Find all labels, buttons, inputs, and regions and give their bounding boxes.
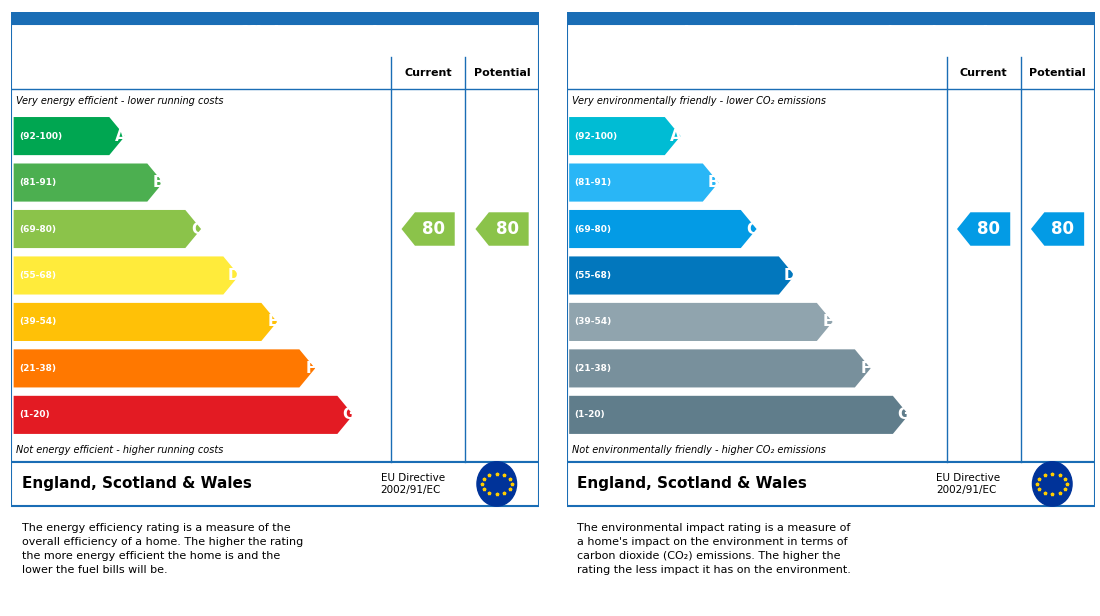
Text: Not environmentally friendly - higher CO₂ emissions: Not environmentally friendly - higher CO… bbox=[572, 445, 826, 455]
Text: Very energy efficient - lower running costs: Very energy efficient - lower running co… bbox=[16, 96, 223, 106]
Text: England, Scotland & Wales: England, Scotland & Wales bbox=[578, 476, 807, 492]
Text: E: E bbox=[823, 314, 833, 330]
Bar bbox=[11, 462, 539, 506]
Text: (39-54): (39-54) bbox=[19, 317, 56, 326]
Text: Environmental Impact (CO₂) Rating: Environmental Impact (CO₂) Rating bbox=[646, 25, 1015, 44]
Polygon shape bbox=[402, 213, 454, 246]
Text: (55-68): (55-68) bbox=[19, 271, 56, 280]
Polygon shape bbox=[569, 256, 794, 294]
Text: (1-20): (1-20) bbox=[19, 410, 50, 419]
Text: F: F bbox=[860, 361, 871, 376]
Circle shape bbox=[477, 462, 517, 506]
Text: Potential: Potential bbox=[1030, 68, 1086, 78]
Polygon shape bbox=[569, 163, 718, 201]
FancyBboxPatch shape bbox=[11, 12, 539, 57]
Text: 80: 80 bbox=[1052, 220, 1075, 238]
Text: A: A bbox=[114, 129, 126, 144]
Polygon shape bbox=[13, 349, 315, 387]
Polygon shape bbox=[13, 256, 239, 294]
Text: 80: 80 bbox=[496, 220, 519, 238]
Text: The environmental impact rating is a measure of
a home's impact on the environme: The environmental impact rating is a mea… bbox=[578, 523, 851, 575]
Text: Potential: Potential bbox=[474, 68, 530, 78]
Text: (92-100): (92-100) bbox=[19, 132, 62, 140]
Text: G: G bbox=[342, 407, 354, 423]
Polygon shape bbox=[569, 349, 870, 387]
Polygon shape bbox=[13, 303, 277, 341]
Bar bbox=[566, 462, 1094, 506]
Text: (69-80): (69-80) bbox=[19, 224, 56, 233]
Text: EU Directive
2002/91/EC: EU Directive 2002/91/EC bbox=[381, 473, 444, 495]
Text: 80: 80 bbox=[422, 220, 444, 238]
Polygon shape bbox=[475, 213, 529, 246]
Text: (81-91): (81-91) bbox=[574, 178, 612, 187]
Text: A: A bbox=[670, 129, 682, 144]
Text: B: B bbox=[153, 175, 164, 190]
Text: EU Directive
2002/91/EC: EU Directive 2002/91/EC bbox=[936, 473, 1000, 495]
Polygon shape bbox=[13, 396, 353, 434]
Text: (1-20): (1-20) bbox=[574, 410, 605, 419]
Text: C: C bbox=[746, 222, 758, 237]
Text: B: B bbox=[708, 175, 719, 190]
Text: (69-80): (69-80) bbox=[574, 224, 612, 233]
FancyBboxPatch shape bbox=[566, 12, 1094, 57]
Circle shape bbox=[1033, 462, 1072, 506]
Text: (39-54): (39-54) bbox=[574, 317, 612, 326]
Polygon shape bbox=[13, 163, 163, 201]
Bar bbox=[11, 24, 539, 462]
Polygon shape bbox=[569, 210, 757, 248]
Text: Current: Current bbox=[405, 68, 452, 78]
Text: (21-38): (21-38) bbox=[19, 364, 56, 373]
Text: Current: Current bbox=[960, 68, 1008, 78]
Polygon shape bbox=[569, 117, 681, 155]
Text: C: C bbox=[190, 222, 202, 237]
Polygon shape bbox=[569, 303, 833, 341]
Polygon shape bbox=[13, 117, 125, 155]
Text: Energy Efficiency Rating: Energy Efficiency Rating bbox=[145, 25, 405, 44]
Text: G: G bbox=[898, 407, 910, 423]
Text: Not energy efficient - higher running costs: Not energy efficient - higher running co… bbox=[16, 445, 223, 455]
Text: The energy efficiency rating is a measure of the
overall efficiency of a home. T: The energy efficiency rating is a measur… bbox=[22, 523, 302, 575]
Bar bbox=[566, 24, 1094, 462]
Text: (81-91): (81-91) bbox=[19, 178, 56, 187]
Text: (55-68): (55-68) bbox=[574, 271, 612, 280]
Text: D: D bbox=[783, 268, 796, 283]
Polygon shape bbox=[1031, 213, 1085, 246]
Polygon shape bbox=[957, 213, 1010, 246]
Polygon shape bbox=[569, 396, 909, 434]
Text: E: E bbox=[267, 314, 277, 330]
Polygon shape bbox=[13, 210, 201, 248]
Text: F: F bbox=[305, 361, 316, 376]
Text: England, Scotland & Wales: England, Scotland & Wales bbox=[22, 476, 252, 492]
Text: D: D bbox=[228, 268, 241, 283]
Text: (92-100): (92-100) bbox=[574, 132, 617, 140]
Text: Very environmentally friendly - lower CO₂ emissions: Very environmentally friendly - lower CO… bbox=[572, 96, 826, 106]
Text: 80: 80 bbox=[978, 220, 1000, 238]
Text: (21-38): (21-38) bbox=[574, 364, 612, 373]
